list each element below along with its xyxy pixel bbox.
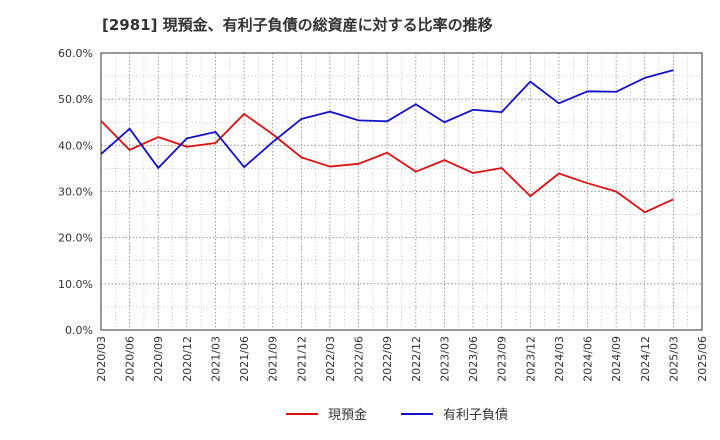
x-tick-label: 2022/09 <box>381 336 394 382</box>
x-tick-label: 2021/03 <box>209 336 222 382</box>
x-tick-label: 2022/12 <box>410 336 423 382</box>
y-tick-label: 20.0% <box>58 232 93 245</box>
x-tick-label: 2022/03 <box>324 336 337 382</box>
series-lines <box>100 69 674 214</box>
x-tick-label: 2023/12 <box>524 336 537 382</box>
x-tick-label: 2024/12 <box>639 336 652 382</box>
y-tick-label: 10.0% <box>58 278 93 291</box>
y-tick-label: 0.0% <box>65 324 93 337</box>
x-tick-label: 2020/09 <box>152 336 165 382</box>
legend-label-2: 有利子負債 <box>443 408 508 423</box>
x-tick-label: 2025/03 <box>667 336 680 382</box>
y-tick-label: 50.0% <box>58 93 93 106</box>
x-tick-label: 2024/09 <box>610 336 623 382</box>
x-tick-label: 2020/03 <box>95 336 108 382</box>
legend: 現預金 有利子負債 <box>286 407 508 423</box>
x-tick-label: 2023/09 <box>496 336 509 382</box>
grid <box>100 52 703 331</box>
x-tick-label: 2023/06 <box>467 336 480 382</box>
legend-label-1: 現預金 <box>328 407 367 423</box>
x-tick-label: 2020/12 <box>181 336 194 382</box>
y-tick-label: 40.0% <box>58 139 93 152</box>
x-tick-label: 2024/03 <box>553 336 566 382</box>
x-tick-label: 2021/12 <box>295 336 308 382</box>
x-axis: 2020/03 2020/06 2020/09 2020/12 2021/03 2021/… <box>95 336 709 382</box>
x-tick-label: 2024/06 <box>582 336 595 382</box>
x-tick-label: 2025/06 <box>696 336 709 382</box>
x-tick-label: 2023/03 <box>438 336 451 382</box>
chart-title: [2981] 現預金、有利子負債の総資産に対する比率の推移 <box>102 16 493 34</box>
y-axis: 0.0% 10.0% 20.0% 30.0% 40.0% 50.0% 60.0% <box>58 47 93 337</box>
y-tick-label: 30.0% <box>58 186 93 199</box>
series-line-1 <box>100 113 674 214</box>
y-tick-label: 60.0% <box>58 47 93 60</box>
series-line-2 <box>100 69 674 169</box>
x-tick-label: 2022/06 <box>353 336 366 382</box>
x-tick-label: 2021/09 <box>267 336 280 382</box>
x-tick-label: 2021/06 <box>238 336 251 382</box>
x-tick-label: 2020/06 <box>124 336 137 382</box>
plot-area <box>100 52 703 331</box>
